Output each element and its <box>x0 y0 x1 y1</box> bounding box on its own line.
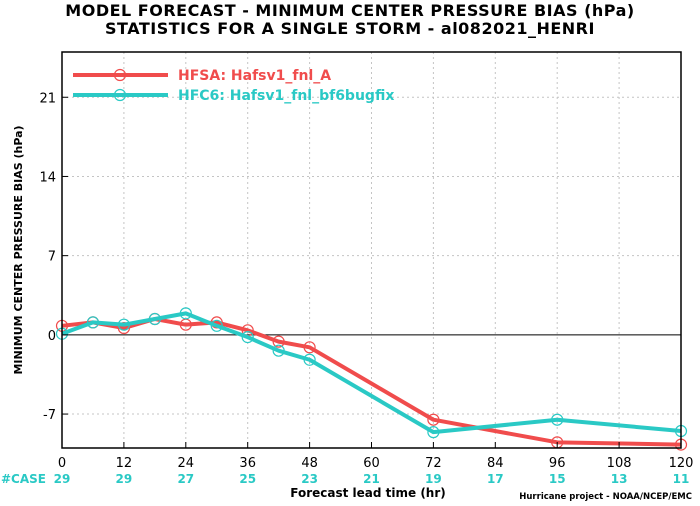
case-counts: #CASE 29 29 27 25 23 21 19 17 15 13 11 <box>1 472 689 486</box>
y-axis-label: MINIMUM CENTER PRESSURE BIAS (hPa) <box>12 125 25 374</box>
x-tick-label: 84 <box>487 456 504 471</box>
case-count: 11 <box>673 472 690 486</box>
legend-marker <box>113 68 127 82</box>
x-ticks: 0 12 24 36 48 60 72 84 96 108 120 <box>58 442 694 471</box>
y-tick-label: -7 <box>43 408 56 423</box>
case-count: 13 <box>611 472 628 486</box>
x-tick-label: 0 <box>58 456 66 471</box>
y-tick-label: 0 <box>48 329 56 344</box>
case-count: 29 <box>54 472 71 486</box>
legend-marker <box>113 88 127 102</box>
case-count: 29 <box>116 472 133 486</box>
x-tick-label: 12 <box>116 456 133 471</box>
legend-label: HFC6: Hafsv1_fnl_bf6bugfix <box>178 88 394 104</box>
case-count: 25 <box>239 472 256 486</box>
grid <box>62 52 681 448</box>
data-point <box>427 413 440 426</box>
case-count: 15 <box>549 472 566 486</box>
y-tick-label: 21 <box>39 91 56 106</box>
data-point <box>117 318 131 331</box>
chart-title: MODEL FORECAST - MINIMUM CENTER PRESSURE… <box>65 1 635 20</box>
data-point <box>86 316 100 329</box>
case-count: 19 <box>425 472 442 486</box>
credit-text: Hurricane project - NOAA/NCEP/EMC <box>519 492 692 502</box>
x-tick-label: 36 <box>239 456 256 471</box>
legend-label: HFSA: Hafsv1_fnl_A <box>178 68 331 84</box>
case-label: #CASE <box>1 472 46 486</box>
case-count: 17 <box>487 472 504 486</box>
y-tick-label: 7 <box>48 250 56 265</box>
x-tick-label: 120 <box>669 456 694 471</box>
case-count: 21 <box>363 472 380 486</box>
y-ticks: -7 0 7 14 21 <box>39 91 68 423</box>
data-point <box>427 426 440 439</box>
x-axis-label: Forecast lead time (hr) <box>290 486 446 500</box>
x-tick-label: 72 <box>425 456 442 471</box>
data-point <box>303 353 316 366</box>
x-tick-label: 24 <box>178 456 195 471</box>
data-point <box>241 331 254 344</box>
series-layer <box>55 307 688 451</box>
y-tick-label: 14 <box>39 170 56 185</box>
data-point <box>551 413 564 426</box>
chart-subtitle: STATISTICS FOR A SINGLE STORM - al082021… <box>105 19 595 38</box>
legend: HFSA: Hafsv1_fnl_A HFC6: Hafsv1_fnl_bf6bu… <box>73 68 394 104</box>
data-point <box>179 307 192 320</box>
data-point <box>303 341 316 354</box>
x-tick-label: 48 <box>301 456 318 471</box>
data-point <box>272 344 285 357</box>
data-point <box>272 335 285 348</box>
case-count: 23 <box>301 472 318 486</box>
case-count: 27 <box>177 472 194 486</box>
data-point <box>117 321 131 335</box>
x-tick-label: 60 <box>363 456 380 471</box>
data-point <box>210 319 223 332</box>
x-tick-label: 108 <box>607 456 632 471</box>
data-point <box>148 312 161 326</box>
x-tick-label: 96 <box>549 456 566 471</box>
